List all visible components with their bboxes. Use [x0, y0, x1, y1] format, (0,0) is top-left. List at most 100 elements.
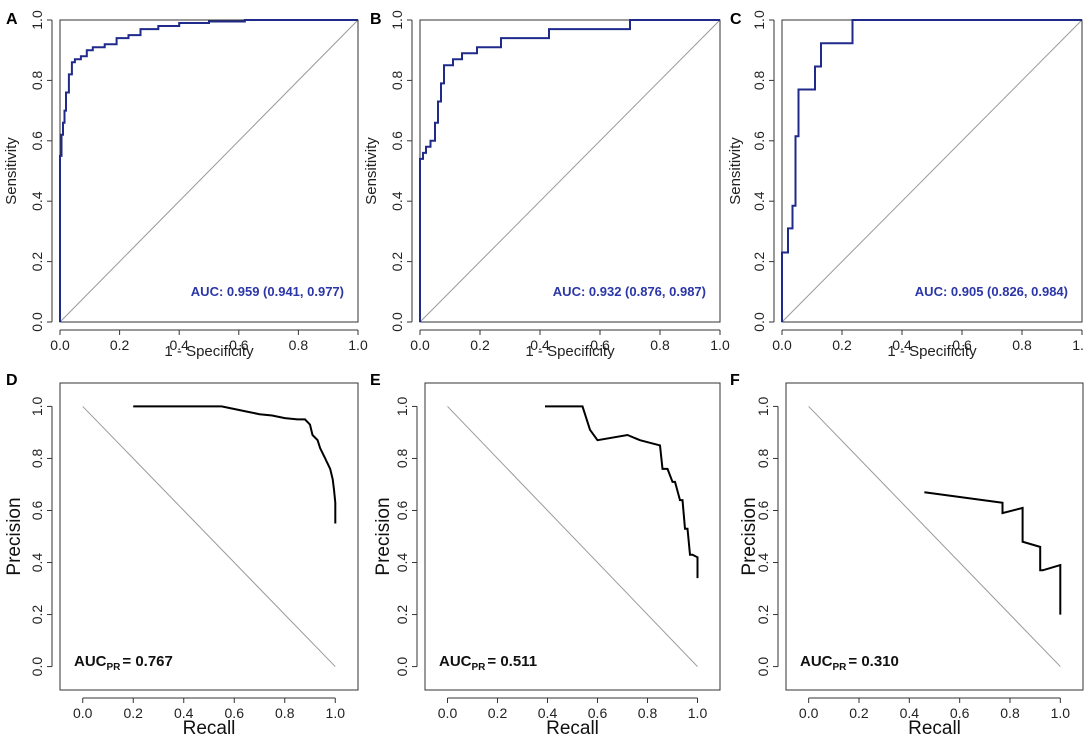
roc-curve-a [59, 19, 358, 322]
auc-pr-annotation-e: AUCPR = 0.511 [439, 653, 537, 673]
x-tick-label-d: 1.0 [326, 705, 346, 721]
y-tick-label-e: 0.8 [394, 449, 410, 469]
auc-main-e: AUC [439, 653, 472, 670]
y-axis-title-e: Precision [373, 497, 394, 575]
y-tick-label-e: 0.4 [394, 553, 410, 573]
chance-diagonal-c [781, 19, 1083, 323]
y-tick-label-d: 0.0 [29, 657, 45, 677]
x-tick-label-c: 1.0 [1072, 337, 1084, 353]
x-tick-label-e: 0.2 [488, 705, 508, 721]
x-tick-label-a: 0.8 [289, 337, 309, 353]
y-tick-label-d: 0.2 [29, 605, 45, 625]
chance-diagonal-b [419, 19, 721, 323]
x-tick-label-d: 0.0 [73, 705, 93, 721]
panel-label-b: B [370, 11, 382, 28]
x-tick-label-f: 0.4 [900, 705, 920, 721]
y-tick-label-e: 1.0 [394, 396, 410, 416]
x-tick-label-f: 1.0 [1051, 705, 1071, 721]
y-tick-label-e: 0.6 [394, 501, 410, 521]
x-tick-label-b: 1.0 [710, 337, 730, 353]
auc-annotation-a: AUC: 0.959 (0.941, 0.977) [191, 284, 344, 299]
x-axis-title-c: 1 - Specificity [887, 343, 977, 360]
y-tick-label-f: 0.0 [755, 657, 771, 677]
x-tick-label-f: 0.2 [849, 705, 869, 721]
auc-subscript-f: PR [833, 662, 848, 673]
x-tick-label-e: 1.0 [688, 705, 708, 721]
y-tick-label-c: 1.0 [751, 10, 767, 30]
x-axis-title-d: Recall [183, 718, 236, 739]
pr-curve-f [924, 491, 1062, 615]
panel-label-f: F [730, 372, 740, 389]
x-tick-label-f: 0.0 [799, 705, 819, 721]
panel-label-e: E [370, 372, 381, 389]
x-tick-label-e: 0.0 [438, 705, 458, 721]
auc-subscript-d: PR [107, 662, 122, 673]
auc-value-d: = 0.767 [122, 653, 172, 670]
y-tick-label-b: 1.0 [389, 10, 405, 30]
y-tick-label-f: 0.6 [755, 501, 771, 521]
x-tick-label-f: 0.6 [950, 705, 970, 721]
x-tick-label-b: 0.4 [530, 337, 550, 353]
x-tick-label-e: 0.8 [638, 705, 658, 721]
y-axis-title-b: Sensitivity [363, 137, 380, 205]
x-tick-label-e: 0.6 [588, 705, 608, 721]
y-tick-label-a: 1.0 [29, 10, 45, 30]
y-tick-label-f: 0.2 [755, 605, 771, 625]
roc-curve-c [781, 19, 1082, 322]
y-tick-label-f: 0.4 [755, 553, 771, 573]
x-tick-label-c: 0.2 [832, 337, 852, 353]
x-tick-label-b: 0.6 [590, 337, 610, 353]
y-tick-label-a: 0.0 [29, 312, 45, 332]
y-tick-label-c: 0.6 [751, 131, 767, 151]
auc-value-e: = 0.511 [487, 653, 537, 670]
panel-label-a: A [6, 11, 18, 28]
x-tick-label-b: 0.0 [410, 337, 430, 353]
x-tick-label-c: 0.8 [1012, 337, 1032, 353]
reference-diagonal-f [808, 406, 1061, 667]
x-axis-title-a: 1 - Specificity [164, 343, 254, 360]
x-tick-label-d: 0.8 [275, 705, 295, 721]
panel-label-d: D [6, 372, 18, 389]
auc-annotation-b: AUC: 0.932 (0.876, 0.987) [553, 284, 706, 299]
x-tick-label-c: 0.6 [952, 337, 972, 353]
y-tick-label-f: 1.0 [755, 396, 771, 416]
auc-main-f: AUC [800, 653, 833, 670]
reference-diagonal-e [447, 406, 698, 667]
x-tick-label-a: 0.6 [229, 337, 249, 353]
y-tick-label-d: 0.8 [29, 449, 45, 469]
x-axis-title-f: Recall [908, 718, 961, 739]
pr-curve-d [133, 405, 337, 524]
y-tick-label-d: 0.6 [29, 501, 45, 521]
plot-frame-f [785, 382, 1084, 691]
y-tick-label-e: 0.2 [394, 605, 410, 625]
auc-main-d: AUC [74, 653, 107, 670]
plot-frame-d [59, 382, 359, 691]
y-tick-label-c: 0.0 [751, 312, 767, 332]
y-tick-label-d: 0.4 [29, 553, 45, 573]
y-tick-label-f: 0.8 [755, 449, 771, 469]
x-axis-title-b: 1 - Specificity [525, 343, 615, 360]
x-tick-label-a: 0.2 [110, 337, 130, 353]
y-axis-title-f: Precision [739, 497, 760, 575]
auc-pr-annotation-d: AUCPR = 0.767 [74, 653, 173, 673]
x-tick-label-c: 0.4 [892, 337, 912, 353]
auc-annotation-c: AUC: 0.905 (0.826, 0.984) [915, 284, 1068, 299]
y-tick-label-b: 0.0 [389, 312, 405, 332]
y-axis-title-a: Sensitivity [3, 137, 20, 205]
x-tick-label-a: 0.0 [50, 337, 70, 353]
y-tick-label-a: 0.6 [29, 131, 45, 151]
y-tick-label-a: 0.4 [29, 191, 45, 211]
x-axis-title-e: Recall [546, 718, 599, 739]
y-tick-label-e: 0.0 [394, 657, 410, 677]
x-tick-label-a: 0.4 [169, 337, 189, 353]
x-tick-label-d: 0.6 [225, 705, 245, 721]
y-tick-label-d: 1.0 [29, 396, 45, 416]
x-tick-label-e: 0.4 [538, 705, 558, 721]
y-tick-label-b: 0.4 [389, 191, 405, 211]
auc-value-f: = 0.310 [848, 653, 898, 670]
y-tick-label-b: 0.2 [389, 252, 405, 272]
x-tick-label-a: 1.0 [348, 337, 368, 353]
x-tick-label-c: 0.0 [772, 337, 792, 353]
auc-subscript-e: PR [472, 662, 487, 673]
